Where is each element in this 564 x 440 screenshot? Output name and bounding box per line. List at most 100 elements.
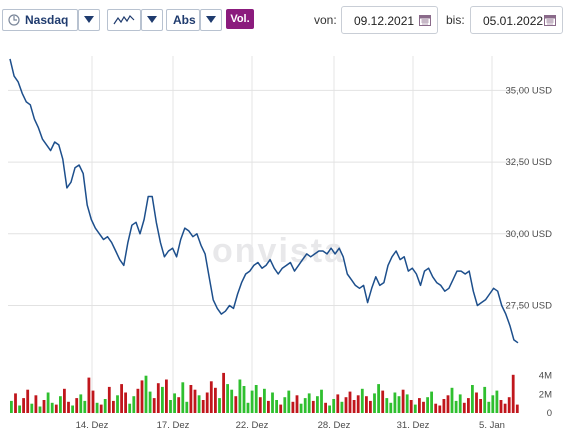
scale-label: Abs: [173, 13, 196, 27]
volume-bar: [95, 402, 99, 414]
from-date-field[interactable]: 09.12.2021: [341, 6, 438, 34]
clock-icon: [8, 14, 20, 26]
exchange-selector[interactable]: Nasdaq: [2, 9, 78, 31]
volume-bar: [30, 403, 34, 413]
exchange-dropdown-button[interactable]: [78, 9, 100, 31]
volume-bar: [181, 382, 185, 413]
volume-bar: [442, 399, 446, 413]
volume-bar: [140, 380, 144, 413]
volume-bar: [316, 396, 319, 413]
chart-type-dropdown-button[interactable]: [141, 9, 163, 31]
volume-bar: [197, 395, 201, 413]
volume-bar: [503, 403, 507, 413]
volume-bar: [344, 397, 348, 413]
volume-bar: [10, 400, 13, 413]
volume-bar: [99, 404, 103, 413]
volume-bar: [234, 396, 238, 413]
watermark-text: onvista: [212, 232, 345, 270]
volume-bar: [124, 392, 127, 413]
volume-bar: [209, 381, 213, 413]
calendar-icon[interactable]: [419, 14, 431, 26]
volume-bar: [430, 391, 433, 413]
volume-bar: [499, 400, 503, 413]
scale-dropdown-button[interactable]: [200, 9, 222, 31]
chevron-down-icon: [84, 16, 94, 23]
volume-bar: [161, 386, 164, 413]
to-label: bis:: [446, 13, 465, 27]
volume-bar: [369, 400, 372, 413]
volume-bar: [238, 379, 242, 413]
volume-bar: [193, 389, 197, 413]
volume-bar: [360, 388, 364, 413]
volume-bar: [458, 394, 462, 413]
price-chart: onvista 35,00 USD 32,50 USD 30,00 USD 27,50…: [8, 56, 553, 431]
volume-bar: [165, 379, 168, 413]
volume-bar: [156, 383, 160, 413]
volume-bar: [26, 389, 30, 413]
volume-bar: [291, 401, 295, 413]
volume-bar: [320, 389, 323, 413]
x-tick-label: 31. Dez: [397, 420, 430, 431]
y-tick-label: 35,00 USD: [506, 85, 553, 96]
volume-bar: [393, 392, 397, 413]
volume-bar: [405, 394, 409, 413]
volume-bar: [426, 397, 429, 413]
volume-bar: [340, 401, 344, 413]
volume-bar: [54, 404, 58, 413]
volume-bar: [307, 393, 311, 413]
volume-bar: [258, 397, 262, 413]
volume-bar: [46, 392, 50, 413]
volume-bar: [263, 388, 266, 413]
volume-bar: [471, 385, 474, 413]
volume-bar: [38, 406, 42, 413]
volume-bar: [226, 384, 229, 413]
chart-toolbar: Nasdaq Abs Vol. von: 09.12.2021 bis: 05.…: [0, 0, 564, 42]
volume-bar: [413, 404, 417, 413]
volume-bar: [18, 405, 21, 413]
volume-bar: [483, 386, 487, 413]
volume-bar: [352, 400, 356, 413]
volume-bar: [42, 400, 46, 413]
volume-bar: [303, 398, 307, 413]
to-date-value: 05.01.2022: [483, 14, 544, 28]
volume-bar: [409, 400, 413, 413]
calendar-icon[interactable]: [544, 14, 556, 26]
volume-bar: [422, 401, 425, 413]
volume-bar: [246, 402, 250, 414]
volume-bar: [103, 399, 107, 413]
volume-bar: [275, 400, 278, 413]
volume-bar: [487, 401, 491, 413]
scale-selector[interactable]: Abs: [166, 9, 200, 31]
to-date-field[interactable]: 05.01.2022: [470, 6, 563, 34]
volume-bar: [75, 398, 79, 413]
volume-bar: [22, 398, 25, 413]
volume-bar: [144, 375, 148, 413]
volume-bar: [279, 404, 283, 413]
line-chart-icon: [113, 15, 135, 25]
volume-toggle-button[interactable]: Vol.: [226, 9, 254, 29]
volume-bar: [324, 402, 327, 414]
chart-type-selector[interactable]: [107, 9, 141, 31]
volume-bar: [34, 395, 38, 413]
volume-bar: [356, 395, 360, 413]
y-tick-label: 32,50 USD: [506, 157, 553, 168]
volume-bar: [120, 384, 123, 413]
volume-bar: [267, 400, 270, 413]
volume-bar: [475, 392, 478, 413]
volume-bar: [112, 400, 115, 413]
volume-bar: [348, 391, 352, 413]
volume-bar: [438, 405, 442, 413]
volume-bar: [295, 395, 299, 413]
volume-series: [10, 372, 519, 414]
volume-bar: [381, 390, 385, 413]
chart-grid: [8, 56, 523, 413]
volume-bar: [14, 393, 17, 413]
volume-bar: [152, 398, 156, 413]
volume-bar: [177, 397, 181, 413]
volume-bar: [332, 399, 336, 413]
volume-bar: [365, 396, 368, 413]
volume-bar: [328, 405, 331, 413]
volume-bar: [83, 400, 87, 413]
volume-bar: [385, 398, 389, 413]
volume-bar: [397, 396, 401, 413]
